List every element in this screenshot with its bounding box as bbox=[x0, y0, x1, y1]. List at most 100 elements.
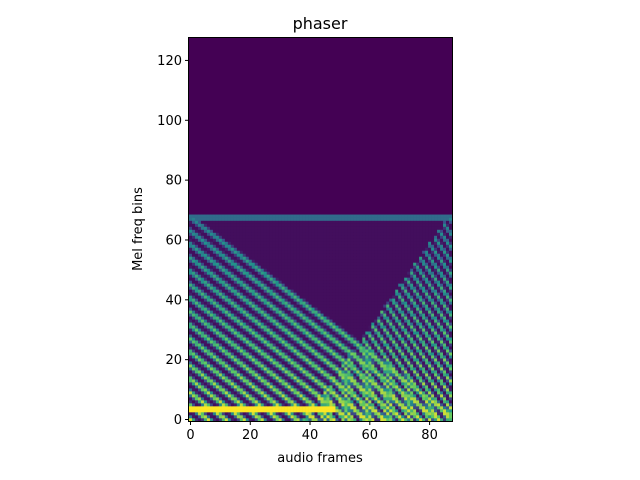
heatmap-cell bbox=[287, 280, 291, 284]
heatmap-cell bbox=[320, 220, 324, 224]
heatmap-cell bbox=[305, 256, 309, 260]
heatmap-cell bbox=[263, 244, 268, 248]
heatmap-cell bbox=[353, 238, 357, 242]
heatmap-cell bbox=[218, 379, 223, 383]
heatmap-cell bbox=[242, 304, 247, 308]
heatmap-cell bbox=[203, 307, 208, 311]
heatmap-cell bbox=[248, 358, 253, 362]
heatmap-cell bbox=[344, 388, 348, 392]
heatmap-cell bbox=[347, 355, 351, 359]
heatmap-cell bbox=[260, 418, 265, 422]
heatmap-cell bbox=[362, 334, 366, 338]
heatmap-cell bbox=[272, 292, 276, 296]
heatmap-cell bbox=[197, 256, 202, 260]
heatmap-cell bbox=[251, 409, 256, 413]
heatmap-cell bbox=[251, 226, 256, 230]
heatmap-cell bbox=[260, 397, 265, 401]
heatmap-cell bbox=[239, 391, 244, 395]
heatmap-cell bbox=[257, 313, 262, 317]
heatmap-cell bbox=[239, 361, 244, 365]
heatmap-cell bbox=[371, 379, 375, 383]
heatmap-cell bbox=[242, 292, 247, 296]
heatmap-cell bbox=[353, 271, 357, 275]
heatmap-cell bbox=[344, 214, 348, 218]
heatmap-cell bbox=[281, 376, 285, 380]
heatmap-cell bbox=[356, 229, 360, 233]
heatmap-cell bbox=[341, 388, 345, 392]
heatmap-cell bbox=[215, 217, 220, 221]
heatmap-cell bbox=[389, 334, 393, 338]
heatmap-cell bbox=[203, 343, 208, 347]
heatmap-cell bbox=[194, 301, 199, 305]
heatmap-cell bbox=[398, 238, 402, 242]
heatmap-cell bbox=[254, 340, 259, 344]
heatmap-cell bbox=[404, 415, 408, 419]
heatmap-cell bbox=[332, 394, 336, 398]
heatmap-cell bbox=[218, 415, 223, 419]
heatmap-cell bbox=[350, 262, 354, 266]
heatmap-cell bbox=[344, 394, 348, 398]
heatmap-cell bbox=[368, 358, 372, 362]
heatmap-cell bbox=[290, 232, 294, 236]
heatmap-cell bbox=[353, 322, 357, 326]
heatmap-cell bbox=[230, 358, 235, 362]
heatmap-cell bbox=[189, 406, 193, 410]
heatmap-cell bbox=[293, 220, 297, 224]
heatmap-cell bbox=[311, 214, 315, 218]
heatmap-cell bbox=[266, 277, 270, 281]
heatmap-cell bbox=[218, 373, 223, 377]
heatmap-cell bbox=[251, 259, 256, 263]
heatmap-cell bbox=[221, 253, 226, 257]
heatmap-cell bbox=[311, 235, 315, 239]
heatmap-cell bbox=[257, 268, 262, 272]
heatmap-cell bbox=[398, 346, 402, 350]
heatmap-cell bbox=[308, 385, 312, 389]
heatmap-cell bbox=[341, 403, 345, 407]
heatmap-cell bbox=[338, 376, 342, 380]
heatmap-cell bbox=[317, 415, 321, 419]
heatmap-cell bbox=[248, 271, 253, 275]
heatmap-cell bbox=[302, 226, 306, 230]
heatmap-cell bbox=[398, 373, 402, 377]
heatmap-cell bbox=[374, 358, 378, 362]
heatmap-cell bbox=[245, 247, 250, 251]
heatmap-cell bbox=[398, 301, 402, 305]
heatmap-cell bbox=[203, 277, 208, 281]
heatmap-cell bbox=[392, 346, 396, 350]
heatmap-cell bbox=[338, 367, 342, 371]
heatmap-cell bbox=[260, 322, 265, 326]
heatmap-cell bbox=[389, 376, 393, 380]
heatmap-cell bbox=[323, 277, 327, 281]
heatmap-cell bbox=[221, 283, 226, 287]
heatmap-cell bbox=[365, 376, 369, 380]
heatmap-cell bbox=[200, 226, 205, 230]
heatmap-cell bbox=[368, 217, 372, 221]
heatmap-cell bbox=[203, 328, 208, 332]
heatmap-cell bbox=[350, 277, 354, 281]
heatmap-cell bbox=[371, 265, 375, 269]
heatmap-cell bbox=[251, 289, 256, 293]
heatmap-cell bbox=[281, 367, 285, 371]
heatmap-cell bbox=[332, 307, 336, 311]
heatmap-cell bbox=[296, 328, 300, 332]
heatmap-cell bbox=[368, 214, 372, 218]
heatmap-cell bbox=[308, 340, 312, 344]
heatmap-cell bbox=[236, 403, 241, 407]
heatmap-cell bbox=[362, 370, 366, 374]
heatmap-cell bbox=[383, 253, 387, 257]
heatmap-cell bbox=[365, 415, 369, 419]
heatmap-cell bbox=[197, 343, 202, 347]
heatmap-cell bbox=[221, 259, 226, 263]
heatmap-cell bbox=[320, 265, 324, 269]
heatmap-cell bbox=[269, 298, 273, 302]
heatmap-cell bbox=[392, 340, 396, 344]
heatmap-cell bbox=[257, 400, 262, 404]
heatmap-cell bbox=[314, 361, 318, 365]
heatmap-cell bbox=[275, 355, 279, 359]
heatmap-cell bbox=[347, 397, 351, 401]
heatmap-cell bbox=[329, 334, 333, 338]
heatmap-cell bbox=[248, 256, 253, 260]
heatmap-cell bbox=[401, 220, 405, 224]
heatmap-cell bbox=[314, 382, 318, 386]
heatmap-cell bbox=[206, 283, 211, 287]
